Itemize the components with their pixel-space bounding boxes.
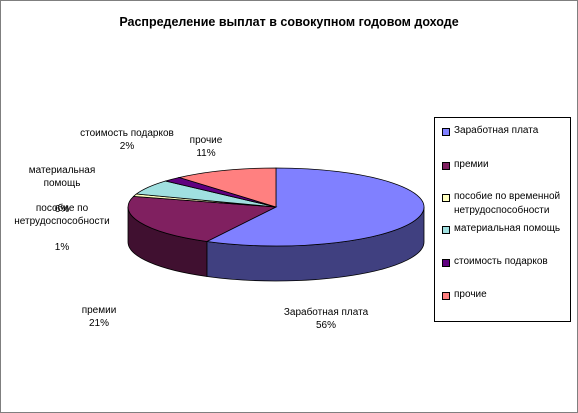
data-label-salary: Заработная плата 56% — [263, 306, 389, 332]
data-label-gifts-name: стоимость подарков — [80, 128, 174, 139]
legend-item-gifts: стоимость подарков — [442, 255, 548, 269]
legend-item-sick-benefit: пособие по временной нетрудоспособности — [442, 190, 560, 218]
legend-swatch-bonus — [442, 162, 450, 170]
legend-label-sick-benefit: пособие по временной нетрудоспособности — [454, 191, 561, 216]
legend-swatch-gifts — [442, 259, 450, 267]
data-label-material-aid-pct: 6% — [54, 204, 70, 215]
data-label-bonus: премии 21% — [75, 304, 123, 330]
legend-label-gifts: стоимость подарков — [454, 256, 548, 267]
pie-slice-salary — [205, 167, 425, 247]
data-label-gifts: стоимость подарков 2% — [68, 127, 186, 153]
pie-slice-other — [177, 167, 277, 208]
legend-label-other: прочие — [454, 289, 487, 300]
data-label-other-pct: 11% — [196, 148, 216, 159]
legend-swatch-other — [442, 292, 450, 300]
data-label-other-name: прочие — [189, 135, 223, 146]
pie-slice-bonus — [127, 195, 278, 242]
data-label-salary-pct: 56% — [315, 320, 336, 331]
legend-item-material-aid: материальная помощь — [442, 222, 560, 236]
data-label-bonus-name: премии — [81, 305, 117, 316]
data-label-other: прочие 11% — [181, 134, 231, 160]
legend-item-bonus: премии — [442, 158, 489, 172]
chart-title: Распределение выплат в совокупном годово… — [119, 15, 459, 29]
data-label-sick-benefit-pct: 1% — [54, 242, 70, 253]
legend-swatch-material-aid — [442, 226, 450, 234]
legend-item-other: прочие — [442, 288, 487, 302]
data-label-sick-benefit: пособие по нетрудоспособности 1% — [2, 189, 122, 254]
data-label-material-aid-name: материальная помощь — [28, 165, 96, 189]
chart-legend: Заработная плата премии пособие по време… — [434, 117, 571, 322]
data-label-gifts-pct: 2% — [119, 141, 135, 152]
data-label-salary-name: Заработная плата — [283, 307, 369, 318]
legend-label-salary: Заработная плата — [454, 125, 539, 136]
data-label-material-aid: материальная помощь 6% — [23, 151, 101, 216]
legend-item-salary: Заработная плата — [442, 124, 538, 138]
legend-label-material-aid: материальная помощь — [454, 223, 561, 234]
legend-swatch-salary — [442, 128, 450, 136]
data-label-bonus-pct: 21% — [88, 318, 109, 329]
legend-swatch-sick-benefit — [442, 194, 450, 202]
legend-label-bonus: премии — [454, 159, 489, 170]
data-label-sick-benefit-name: пособие по нетрудоспособности — [14, 203, 110, 227]
